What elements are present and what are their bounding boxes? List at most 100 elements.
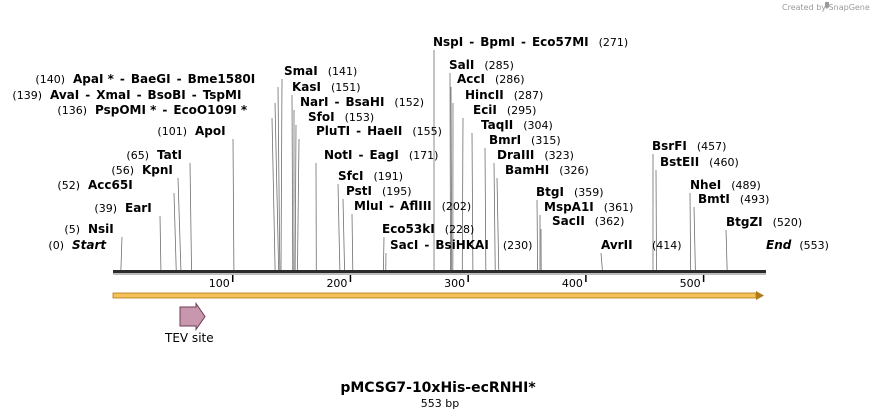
site-name: BamHI — [505, 163, 549, 177]
site-pspomi[interactable]: (136) PspOMI * - EcoO109I * — [57, 103, 247, 117]
site-bsrfi[interactable]: (457) BsrFI — [652, 139, 726, 153]
connector-sfci — [337, 183, 341, 271]
site-taqii[interactable]: (304) TaqII — [481, 118, 553, 132]
orf-arrow[interactable] — [112, 291, 764, 300]
site-position: (153) — [345, 111, 375, 124]
site-position: (195) — [382, 185, 412, 198]
connector-kasi — [291, 94, 294, 271]
site-acc65i[interactable]: (52) Acc65I — [57, 178, 132, 192]
site-sfci[interactable]: (191) SfcI — [338, 169, 403, 183]
site-position: (315) — [531, 134, 561, 147]
site-name: AvrII — [601, 238, 633, 252]
site-btgi[interactable]: (359) BtgI — [536, 185, 604, 199]
site-mspa1i[interactable]: (361) MspA1I — [544, 200, 633, 214]
ruler-tick-label: 200 — [326, 277, 347, 290]
site-hincii[interactable]: (287) HincII — [465, 88, 543, 102]
site-apai[interactable]: (140) ApaI * - BaeGI - Bme1580I — [35, 72, 255, 86]
feature-label: TEV site — [164, 331, 214, 345]
site-name: NotI — [324, 148, 353, 162]
site-name: XmaI — [96, 88, 130, 102]
site-apoi[interactable]: (101) ApoI — [157, 124, 225, 138]
site-nhei[interactable]: (489) NheI — [690, 178, 761, 192]
site-name: BtgZI — [726, 215, 763, 229]
site-name: TspMI — [203, 88, 242, 102]
plasmid-name: pMCSG7-10xHis-ecRNHI* — [340, 380, 536, 396]
site-position: (228) — [445, 223, 475, 236]
feature-arrow[interactable] — [179, 301, 206, 332]
site-position: (359) — [574, 186, 604, 199]
site-sali[interactable]: (285) SalI — [449, 58, 514, 72]
site-pluti[interactable]: (155) PluTI - HaeII — [316, 124, 442, 138]
site-kasi[interactable]: (151) KasI — [292, 80, 361, 94]
site-smai[interactable]: (141) SmaI — [284, 64, 357, 78]
site-separator: - — [192, 88, 197, 102]
site-position: (65) — [126, 149, 149, 162]
site-eari[interactable]: (39) EarI — [94, 201, 151, 215]
site-noti[interactable]: (171) NotI - EagI — [324, 148, 438, 162]
site-tati[interactable]: (65) TatI — [126, 148, 182, 162]
site-nspi[interactable]: (271)NspI - BpmI - Eco57MI — [433, 35, 628, 49]
connector-btgzi — [725, 229, 728, 271]
site-separator: - — [424, 238, 429, 252]
site-ecii[interactable]: (295) EciI — [473, 103, 536, 117]
site-bamhi[interactable]: (326) BamHI — [505, 163, 589, 177]
site-sfoi[interactable]: (153) SfoI — [308, 110, 374, 124]
site-name: Start — [72, 238, 107, 252]
connector-smai — [280, 78, 283, 271]
feature-tev-site[interactable]: TEV site — [164, 301, 214, 346]
site-bmri[interactable]: (315) BmrI — [489, 133, 561, 147]
site-bmti[interactable]: (493) BmtI — [698, 192, 769, 206]
site-saci[interactable]: (230) SacI - BsiHKAI — [390, 238, 532, 252]
site-bsteii[interactable]: (460) BstEII — [660, 155, 739, 169]
site-name: Bme1580I — [188, 72, 256, 86]
site-position: (141) — [328, 65, 358, 78]
site-name: BsoBI — [148, 88, 186, 102]
connector-acc65i — [173, 192, 177, 271]
site-separator: - — [137, 88, 142, 102]
connector-bmri — [484, 147, 487, 271]
site-position: (202) — [442, 200, 472, 213]
site-start[interactable]: (0) Start — [48, 238, 107, 252]
site-name: BaeGI — [131, 72, 171, 86]
site-name: NsiI — [88, 222, 114, 236]
site-name: SacI — [390, 238, 418, 252]
site-nari[interactable]: (152) NarI - BsaHI — [300, 95, 424, 109]
connector-avai — [274, 102, 280, 271]
site-position: (101) — [157, 125, 187, 138]
backbone-top-strand — [113, 270, 766, 273]
connector-sali — [449, 72, 451, 271]
site-position: (139) — [12, 89, 42, 102]
site-btgzi[interactable]: (520) BtgZI — [726, 215, 802, 229]
connector-bamhi — [496, 177, 500, 271]
site-position: (285) — [484, 59, 514, 72]
site-kpni[interactable]: (56) KpnI — [111, 163, 173, 177]
site-position: (362) — [595, 215, 625, 228]
site-avrii[interactable]: (414) AvrII — [601, 238, 682, 252]
site-position: (136) — [57, 104, 87, 117]
site-name: Eco53kI — [382, 222, 435, 236]
site-position: (56) — [111, 164, 134, 177]
site-name: EciI — [473, 103, 497, 117]
site-sacii[interactable]: (362) SacII — [552, 214, 624, 228]
site-avai[interactable]: (139) AvaI - XmaI - BsoBI - TspMI — [12, 88, 241, 102]
site-psti[interactable]: (195) PstI — [346, 184, 412, 198]
site-separator: - — [359, 148, 364, 162]
site-acci[interactable]: (286) AccI — [457, 72, 525, 86]
site-separator: - — [162, 103, 167, 117]
site-name: BtgI — [536, 185, 564, 199]
site-position: (39) — [94, 202, 117, 215]
site-name: EagI — [369, 148, 398, 162]
site-name: HincII — [465, 88, 504, 102]
site-name: AflIII — [400, 199, 432, 213]
site-position: (171) — [409, 149, 439, 162]
site-draiii[interactable]: (323) DraIII — [497, 148, 574, 162]
site-nsii[interactable]: (5) NsiI — [64, 222, 113, 236]
site-mlui[interactable]: (202) MluI - AflIII — [354, 199, 471, 213]
connector-kpni — [177, 177, 182, 271]
site-eco53ki[interactable]: (228) Eco53kI — [382, 222, 474, 236]
site-name: BstEII — [660, 155, 699, 169]
site-position: (457) — [697, 140, 727, 153]
site-end[interactable]: (553) End — [766, 238, 829, 252]
site-position: (553) — [799, 239, 829, 252]
